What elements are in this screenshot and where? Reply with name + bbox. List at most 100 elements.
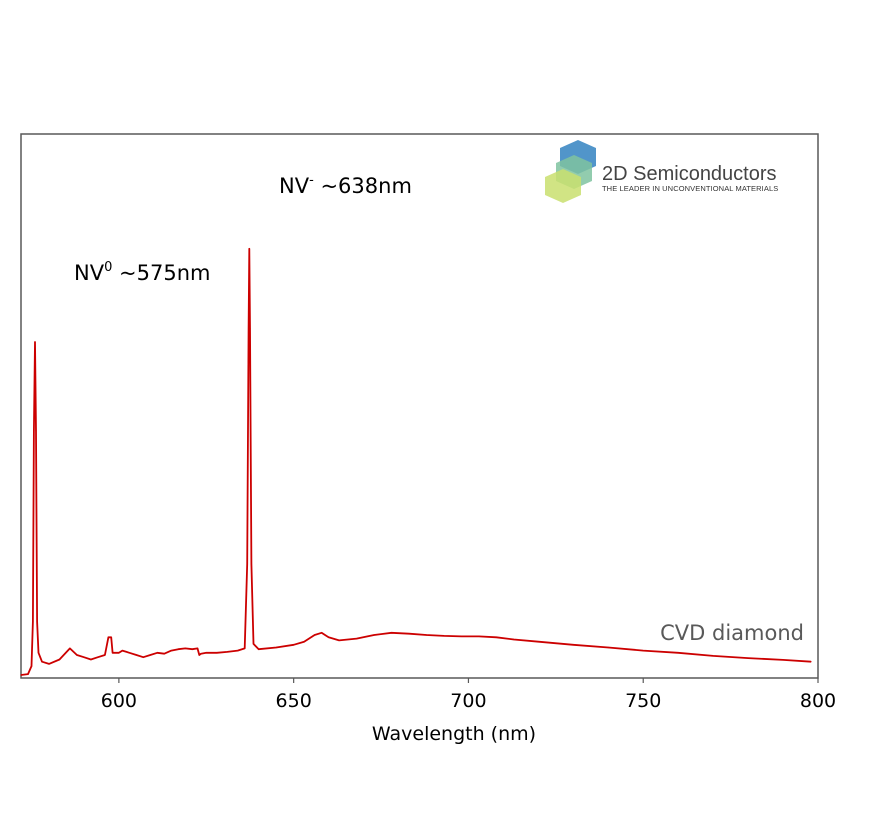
- data-point: [109, 636, 111, 638]
- x-axis-label: Wavelength (nm): [372, 723, 536, 745]
- x-tick-label: 750: [625, 690, 661, 712]
- data-point: [135, 654, 137, 656]
- data-point: [248, 248, 250, 250]
- data-point: [293, 644, 295, 646]
- data-point: [328, 636, 330, 638]
- annotation-nv0-base: NV: [74, 261, 105, 285]
- data-point: [303, 641, 305, 643]
- data-point: [314, 634, 316, 636]
- data-point: [338, 639, 340, 642]
- data-point: [356, 638, 358, 640]
- data-point: [33, 430, 35, 432]
- company-logo: 2D Semiconductors THE LEADER IN UNCONVEN…: [545, 140, 778, 203]
- data-point: [677, 652, 679, 654]
- data-point: [237, 650, 239, 652]
- data-point: [41, 661, 43, 663]
- data-point: [34, 341, 36, 343]
- logo-tagline: THE LEADER IN UNCONVENTIONAL MATERIALS: [602, 184, 778, 193]
- data-point: [244, 647, 246, 650]
- data-point: [118, 652, 120, 654]
- data-point: [35, 430, 37, 432]
- data-point: [112, 652, 114, 654]
- data-point: [20, 674, 22, 676]
- data-point: [121, 650, 123, 652]
- x-tick-label: 600: [101, 690, 137, 712]
- data-point: [443, 635, 445, 637]
- data-point: [373, 634, 375, 636]
- data-point: [128, 652, 130, 654]
- data-point: [163, 653, 165, 655]
- data-point: [246, 563, 248, 565]
- data-point: [36, 621, 38, 623]
- data-point: [58, 658, 61, 661]
- data-point: [495, 636, 497, 638]
- data-point: [198, 654, 200, 656]
- data-point: [170, 650, 172, 652]
- logo-hexagon-yellow: [545, 169, 581, 203]
- annotation-nv0: NV0 ~575nm: [74, 260, 210, 285]
- series-label: CVD diamond: [660, 621, 804, 645]
- data-point: [275, 646, 277, 649]
- data-point: [205, 652, 207, 654]
- data-point: [513, 638, 515, 641]
- annotation-nv0-rest: ~575nm: [112, 261, 210, 285]
- data-point: [177, 648, 179, 650]
- data-point: [478, 635, 480, 638]
- data-point: [572, 644, 574, 646]
- annotation-nvminus-rest: ~638nm: [314, 174, 412, 198]
- data-point: [249, 328, 251, 330]
- data-point: [258, 648, 260, 650]
- data-point: [110, 636, 112, 638]
- data-point: [37, 652, 40, 654]
- data-point: [408, 633, 410, 635]
- annotation-nvminus-base: NV: [279, 174, 310, 198]
- data-point: [191, 648, 193, 650]
- data-point: [642, 650, 644, 652]
- data-point: [250, 563, 252, 565]
- x-axis-ticks: 600 650 700 750 800: [101, 678, 836, 712]
- data-point: [104, 654, 106, 656]
- data-point: [747, 657, 749, 659]
- x-tick-label: 700: [450, 690, 486, 712]
- series-layer: [20, 247, 812, 676]
- data-point: [810, 661, 812, 663]
- data-point: [460, 635, 462, 638]
- data-point: [97, 656, 99, 658]
- series-line-cvd-diamond: [20, 247, 812, 676]
- data-point: [156, 652, 158, 654]
- data-point: [321, 632, 323, 634]
- annotation-nvminus: NV- ~638nm: [279, 173, 412, 198]
- data-point: [390, 632, 393, 634]
- logo-title: 2D Semiconductors: [602, 163, 777, 185]
- data-point: [48, 663, 50, 665]
- x-tick-label: 650: [276, 690, 312, 712]
- data-point: [32, 621, 34, 623]
- data-point: [196, 647, 199, 650]
- data-point: [30, 665, 33, 667]
- x-tick-label: 800: [800, 690, 836, 712]
- data-point: [107, 636, 109, 638]
- data-point: [83, 656, 85, 658]
- data-point: [248, 328, 250, 330]
- data-point: [537, 641, 540, 643]
- annotation-nvminus-sup: -: [309, 173, 314, 188]
- data-point: [142, 656, 144, 658]
- data-point: [200, 653, 202, 655]
- data-point: [184, 647, 186, 650]
- plot-frame: [20, 133, 819, 679]
- data-point: [69, 647, 71, 650]
- data-point: [76, 654, 78, 656]
- data-point: [607, 646, 609, 649]
- data-point: [252, 643, 255, 645]
- data-point: [90, 658, 92, 661]
- data-point: [712, 655, 714, 657]
- data-point: [425, 634, 428, 636]
- annotation-nv0-sup: 0: [104, 260, 112, 275]
- data-point: [226, 651, 228, 653]
- data-point: [113, 652, 115, 654]
- data-point: [27, 673, 29, 675]
- data-point: [216, 652, 218, 654]
- data-point: [782, 659, 784, 661]
- data-point: [149, 654, 151, 656]
